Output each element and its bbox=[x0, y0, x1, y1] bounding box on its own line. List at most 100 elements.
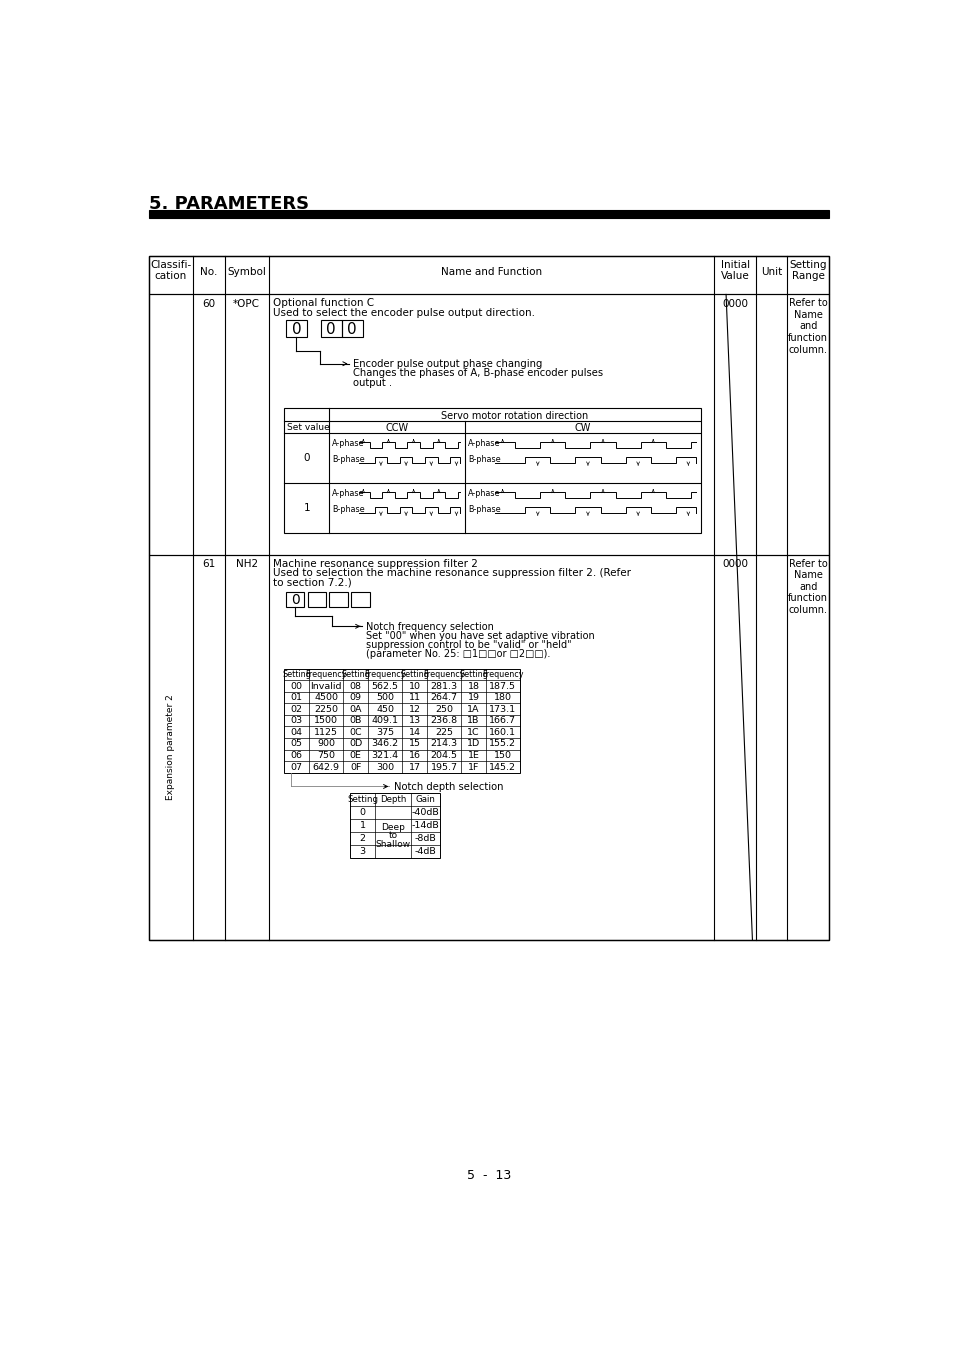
Text: output .: output . bbox=[353, 378, 392, 387]
Text: Invalid: Invalid bbox=[310, 682, 341, 691]
Text: 3: 3 bbox=[359, 848, 365, 856]
Text: 195.7: 195.7 bbox=[430, 763, 457, 772]
Text: 0: 0 bbox=[326, 323, 335, 338]
Text: 61: 61 bbox=[202, 559, 215, 570]
Text: Frequency: Frequency bbox=[364, 670, 405, 679]
Text: (parameter No. 25: □1□□or □2□□).: (parameter No. 25: □1□□or □2□□). bbox=[365, 649, 550, 659]
Text: A-phase: A-phase bbox=[332, 489, 364, 498]
Text: 900: 900 bbox=[316, 740, 335, 748]
Text: 5  -  13: 5 - 13 bbox=[466, 1169, 511, 1183]
Text: 0: 0 bbox=[303, 454, 310, 463]
Text: Notch depth selection: Notch depth selection bbox=[394, 782, 502, 792]
Text: 0C: 0C bbox=[349, 728, 361, 737]
Text: NH2: NH2 bbox=[235, 559, 257, 570]
Text: 0A: 0A bbox=[349, 705, 361, 714]
Text: 03: 03 bbox=[291, 717, 302, 725]
Text: suppression control to be "valid" or "held": suppression control to be "valid" or "he… bbox=[365, 640, 571, 651]
Text: Setting
Range: Setting Range bbox=[789, 259, 826, 281]
Bar bbox=[329, 591, 348, 608]
Text: 214.3: 214.3 bbox=[430, 740, 457, 748]
Bar bbox=[284, 409, 700, 533]
Text: 12: 12 bbox=[408, 705, 420, 714]
Text: 06: 06 bbox=[291, 751, 302, 760]
Text: Used to select the encoder pulse output direction.: Used to select the encoder pulse output … bbox=[273, 308, 534, 317]
Text: Machine resonance suppression filter 2: Machine resonance suppression filter 2 bbox=[273, 559, 477, 568]
Text: 409.1: 409.1 bbox=[371, 717, 398, 725]
Text: to: to bbox=[388, 832, 397, 840]
Text: 19: 19 bbox=[467, 694, 479, 702]
Text: 07: 07 bbox=[291, 763, 302, 772]
Text: Optional function C: Optional function C bbox=[273, 298, 374, 308]
Text: 00: 00 bbox=[291, 682, 302, 691]
Text: 562.5: 562.5 bbox=[371, 682, 398, 691]
Text: 2: 2 bbox=[359, 834, 365, 844]
Text: 300: 300 bbox=[375, 763, 394, 772]
Text: 14: 14 bbox=[408, 728, 420, 737]
Bar bbox=[149, 256, 828, 940]
Text: B-phase: B-phase bbox=[332, 455, 365, 463]
Text: 375: 375 bbox=[375, 728, 394, 737]
Text: 642.9: 642.9 bbox=[313, 763, 339, 772]
Text: Shallow: Shallow bbox=[375, 840, 410, 849]
Text: Changes the phases of A, B-phase encoder pulses: Changes the phases of A, B-phase encoder… bbox=[353, 369, 602, 378]
Text: 1: 1 bbox=[359, 821, 365, 830]
Text: Setting: Setting bbox=[458, 670, 487, 679]
Bar bbox=[149, 209, 828, 219]
Text: Initial
Value: Initial Value bbox=[720, 259, 749, 281]
Text: 187.5: 187.5 bbox=[489, 682, 516, 691]
Text: 173.1: 173.1 bbox=[489, 705, 516, 714]
Text: Symbol: Symbol bbox=[227, 267, 266, 278]
Text: 01: 01 bbox=[291, 694, 302, 702]
Bar bbox=[320, 320, 341, 336]
Text: 236.8: 236.8 bbox=[430, 717, 457, 725]
Text: 450: 450 bbox=[375, 705, 394, 714]
Text: 0000: 0000 bbox=[721, 559, 747, 570]
Text: 18: 18 bbox=[467, 682, 479, 691]
Text: 1B: 1B bbox=[467, 717, 479, 725]
Text: -14dB: -14dB bbox=[411, 821, 438, 830]
Text: A-phase: A-phase bbox=[468, 439, 500, 448]
Text: 500: 500 bbox=[375, 694, 394, 702]
Text: 1: 1 bbox=[303, 504, 310, 513]
Text: 150: 150 bbox=[494, 751, 512, 760]
Bar bbox=[286, 320, 307, 336]
Bar bbox=[286, 591, 304, 608]
Text: 10: 10 bbox=[408, 682, 420, 691]
Text: 1D: 1D bbox=[466, 740, 479, 748]
Bar bbox=[149, 294, 828, 555]
Text: Setting: Setting bbox=[341, 670, 370, 679]
Text: B-phase: B-phase bbox=[468, 505, 500, 513]
Text: 0F: 0F bbox=[350, 763, 361, 772]
Text: Frequency: Frequency bbox=[481, 670, 523, 679]
Text: Unit: Unit bbox=[760, 267, 781, 278]
Text: 15: 15 bbox=[408, 740, 420, 748]
Text: 250: 250 bbox=[435, 705, 453, 714]
Text: 204.5: 204.5 bbox=[430, 751, 457, 760]
Text: 13: 13 bbox=[408, 717, 420, 725]
Bar bbox=[284, 668, 519, 772]
Text: 180: 180 bbox=[494, 694, 512, 702]
Text: 155.2: 155.2 bbox=[489, 740, 516, 748]
Bar bbox=[350, 792, 439, 859]
Text: CW: CW bbox=[574, 423, 590, 433]
Text: -8dB: -8dB bbox=[414, 834, 436, 844]
Text: 17: 17 bbox=[408, 763, 420, 772]
Text: Setting: Setting bbox=[347, 795, 377, 805]
Text: 160.1: 160.1 bbox=[489, 728, 516, 737]
Text: 1A: 1A bbox=[467, 705, 479, 714]
Text: 145.2: 145.2 bbox=[489, 763, 516, 772]
Text: 5. PARAMETERS: 5. PARAMETERS bbox=[149, 196, 309, 213]
Text: 321.4: 321.4 bbox=[371, 751, 398, 760]
Text: Expansion parameter 2: Expansion parameter 2 bbox=[166, 694, 175, 801]
Text: 2250: 2250 bbox=[314, 705, 337, 714]
Bar bbox=[149, 555, 828, 940]
Text: 0: 0 bbox=[292, 323, 301, 338]
Text: 08: 08 bbox=[349, 682, 361, 691]
Text: Set value: Set value bbox=[287, 423, 330, 432]
Text: A-phase: A-phase bbox=[468, 489, 500, 498]
Text: 11: 11 bbox=[408, 694, 420, 702]
Text: -40dB: -40dB bbox=[411, 809, 438, 817]
Text: 750: 750 bbox=[316, 751, 335, 760]
Bar bbox=[341, 320, 362, 336]
Text: 1E: 1E bbox=[467, 751, 478, 760]
